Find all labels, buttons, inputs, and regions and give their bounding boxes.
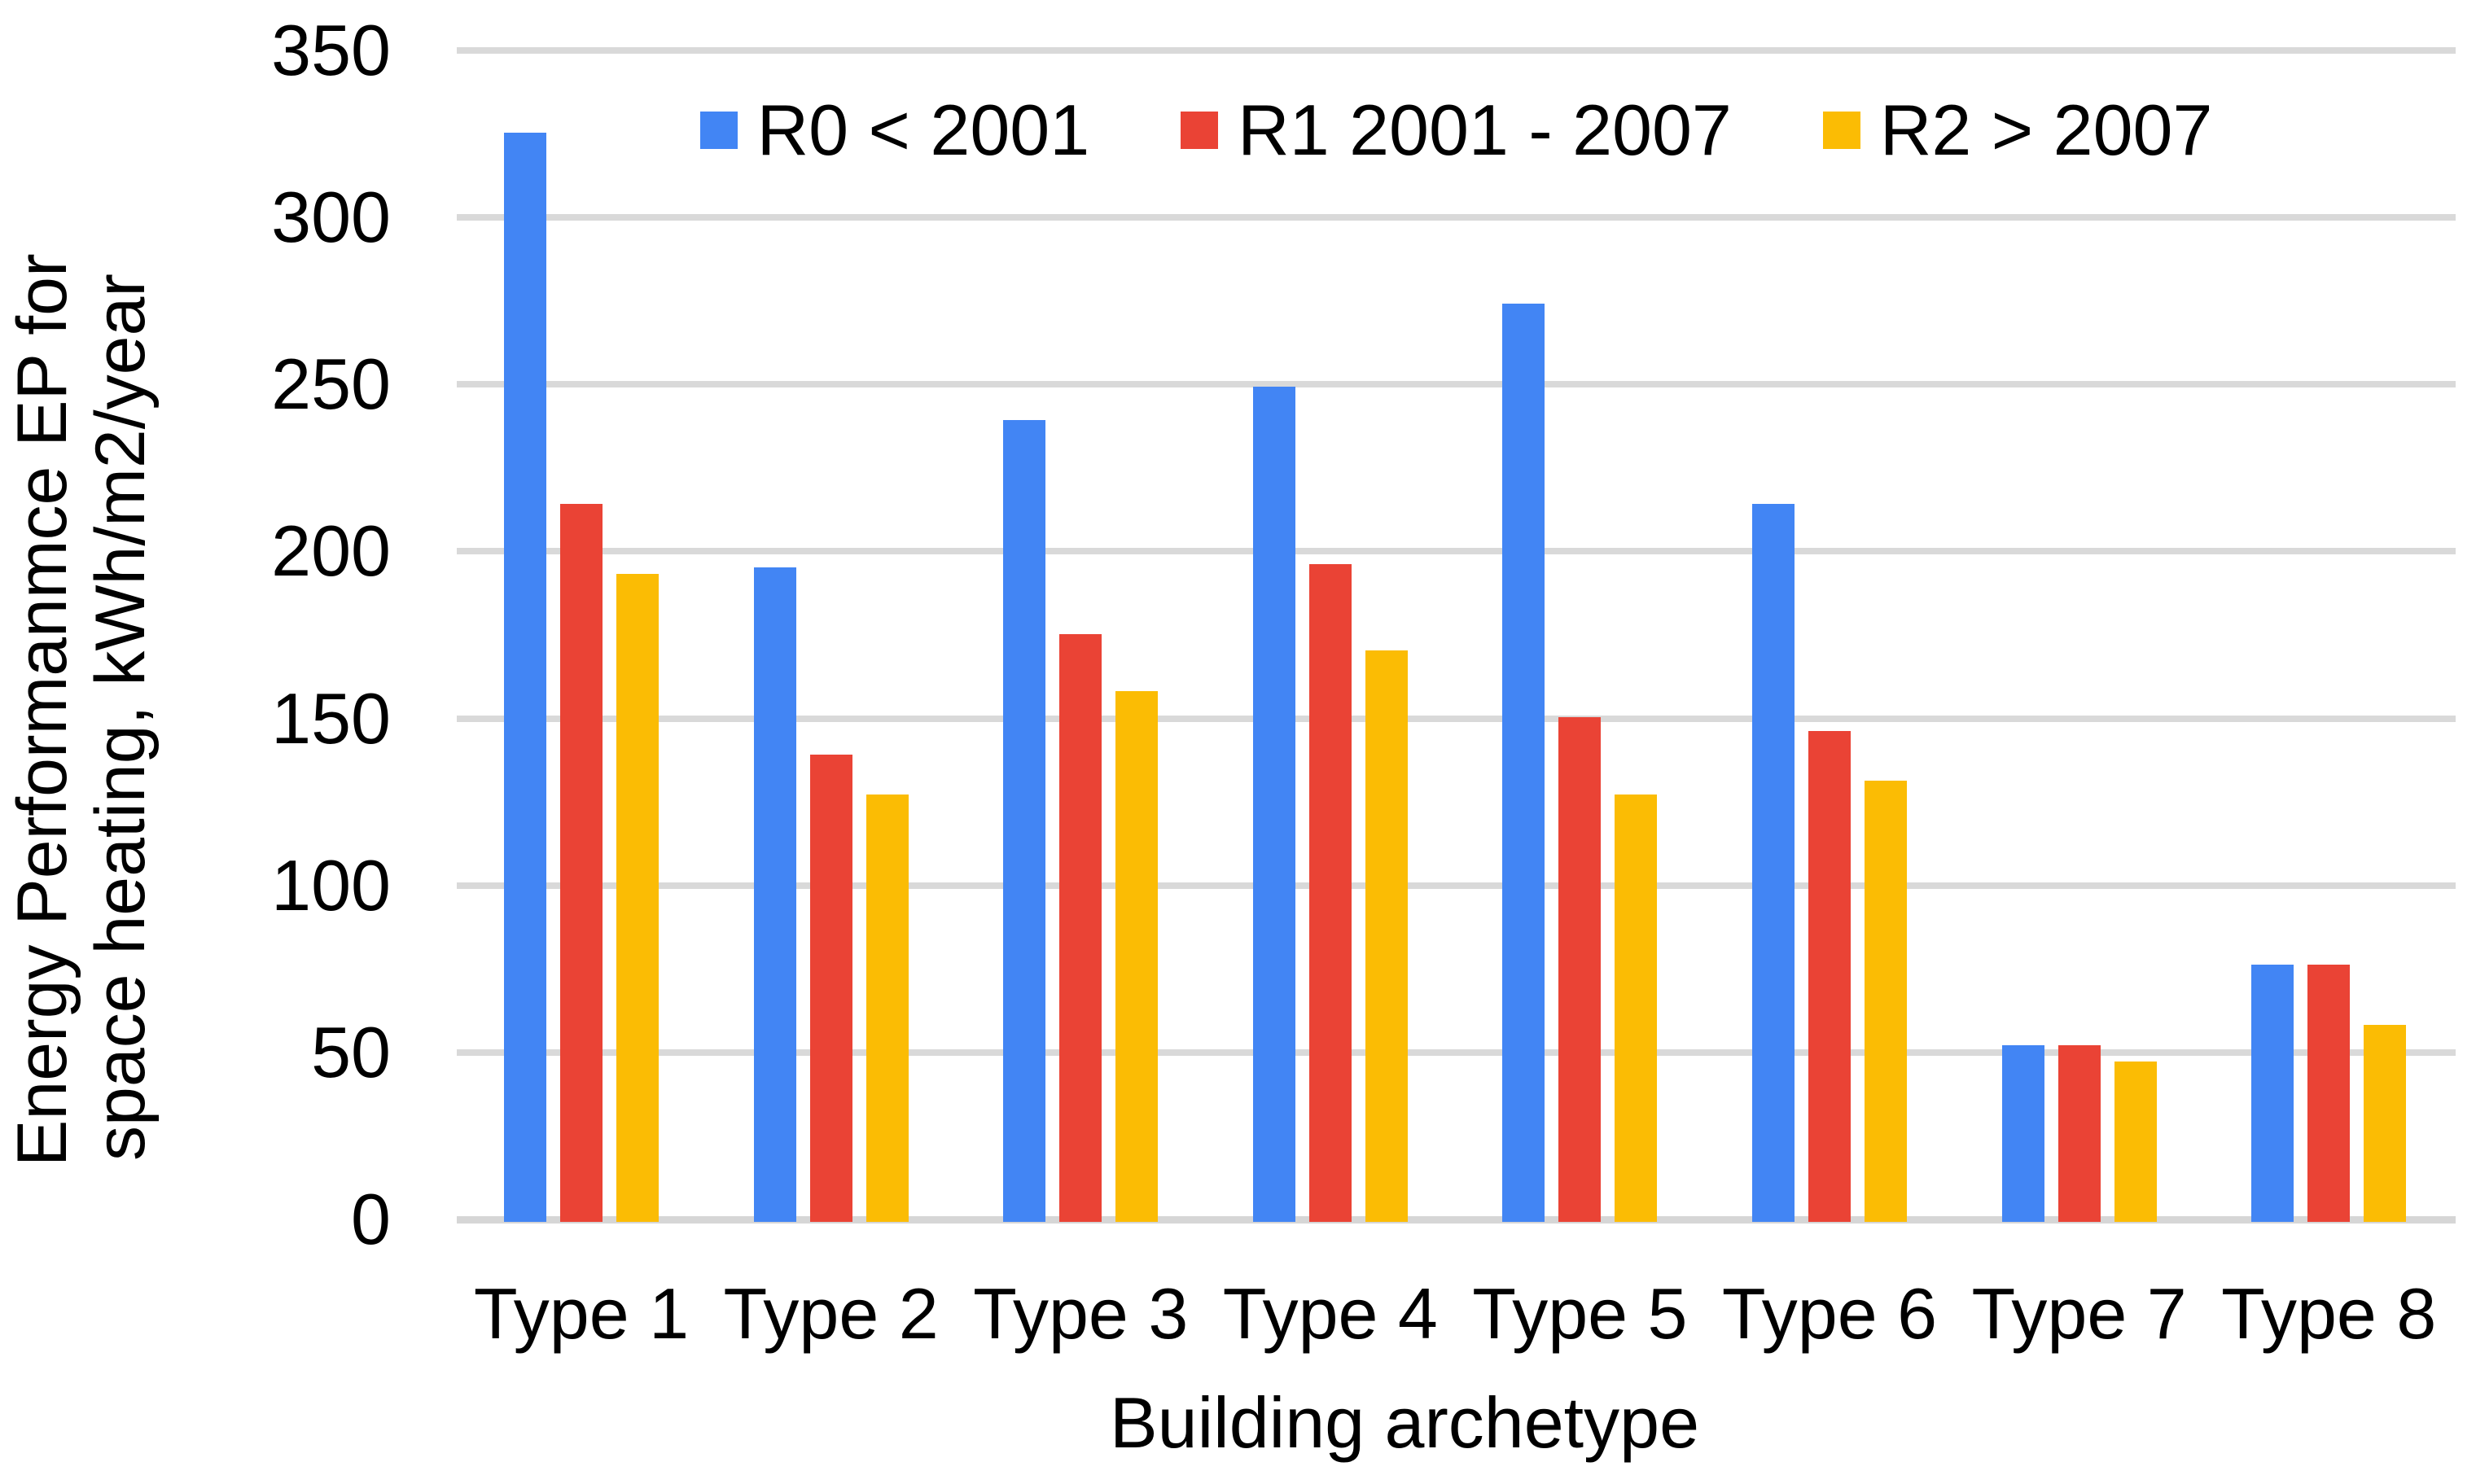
bar-r2-type-1 [616,574,659,1222]
legend: R0 < 2001 R1 2001 - 2007 R2 > 2007 [457,89,2456,172]
bar-r1-type-2 [809,754,852,1222]
bar-r0-type-6 [1752,503,1795,1222]
bar-r1-type-3 [1059,633,1102,1222]
bar-r2-type-3 [1115,690,1159,1222]
bar-r1-type-8 [2307,965,2351,1222]
bar-r0-type-4 [1252,387,1295,1222]
gridline [457,882,2456,889]
bar-r2-type-2 [866,794,909,1222]
legend-swatch-icon [1822,112,1860,149]
bar-r0-type-8 [2251,965,2294,1222]
legend-swatch-icon [1181,112,1219,149]
legend-label: R2 > 2007 [1879,90,2213,170]
gridline [457,47,2456,54]
bar-r0-type-3 [1003,420,1046,1222]
x-axis-baseline [457,1216,2456,1224]
y-tick-label-0: 0 [351,1179,391,1259]
y-tick-label-50: 50 [311,1011,391,1092]
bar-r2-type-8 [2364,1024,2407,1222]
x-tick-label-type-6: Type 6 [1721,1273,1938,1354]
bar-r2-type-7 [2114,1062,2157,1222]
bar-r1-type-7 [2057,1044,2101,1222]
y-tick-label-200: 200 [271,510,391,592]
gridline [457,381,2456,388]
x-tick-label-type-1: Type 1 [473,1273,690,1354]
x-axis-title: Building archetype [1109,1382,1700,1463]
plot-area [457,47,2456,1226]
y-tick-label-350: 350 [271,10,391,90]
x-tick-label-type-7: Type 7 [1971,1273,2187,1354]
bar-r1-type-1 [560,503,603,1222]
x-tick-label-type-5: Type 5 [1472,1273,1688,1354]
bar-r0-type-2 [753,567,796,1222]
gridline [457,214,2456,221]
bar-r0-type-5 [1502,303,1545,1222]
legend-label: R0 < 2001 [756,90,1090,170]
bar-r2-type-6 [1865,781,1907,1222]
legend-item-r1: R1 2001 - 2007 [1181,89,1732,172]
bar-r0-type-1 [504,133,546,1222]
y-tick-label-150: 150 [271,677,391,759]
x-tick-label-type-8: Type 8 [2221,1273,2437,1354]
legend-item-r0: R0 < 2001 [699,89,1090,172]
y-tick-label-250: 250 [271,344,391,425]
gridline [457,715,2456,722]
bar-r1-type-5 [1558,717,1602,1222]
gridline [457,548,2456,555]
y-tick-label-100: 100 [271,844,391,926]
bar-r2-type-5 [1615,794,1658,1222]
legend-swatch-icon [699,112,738,149]
legend-item-r2: R2 > 2007 [1822,89,2213,172]
bar-r0-type-7 [2001,1044,2044,1222]
x-tick-label-type-2: Type 2 [723,1273,939,1354]
y-tick-label-300: 300 [271,177,391,258]
x-tick-label-type-4: Type 4 [1222,1273,1438,1354]
legend-label: R1 2001 - 2007 [1238,90,1732,170]
bar-r1-type-6 [1808,730,1851,1222]
gridline [457,1048,2456,1056]
bar-r1-type-4 [1308,563,1352,1222]
x-tick-label-type-3: Type 3 [973,1273,1189,1354]
bar-r2-type-4 [1365,650,1408,1222]
